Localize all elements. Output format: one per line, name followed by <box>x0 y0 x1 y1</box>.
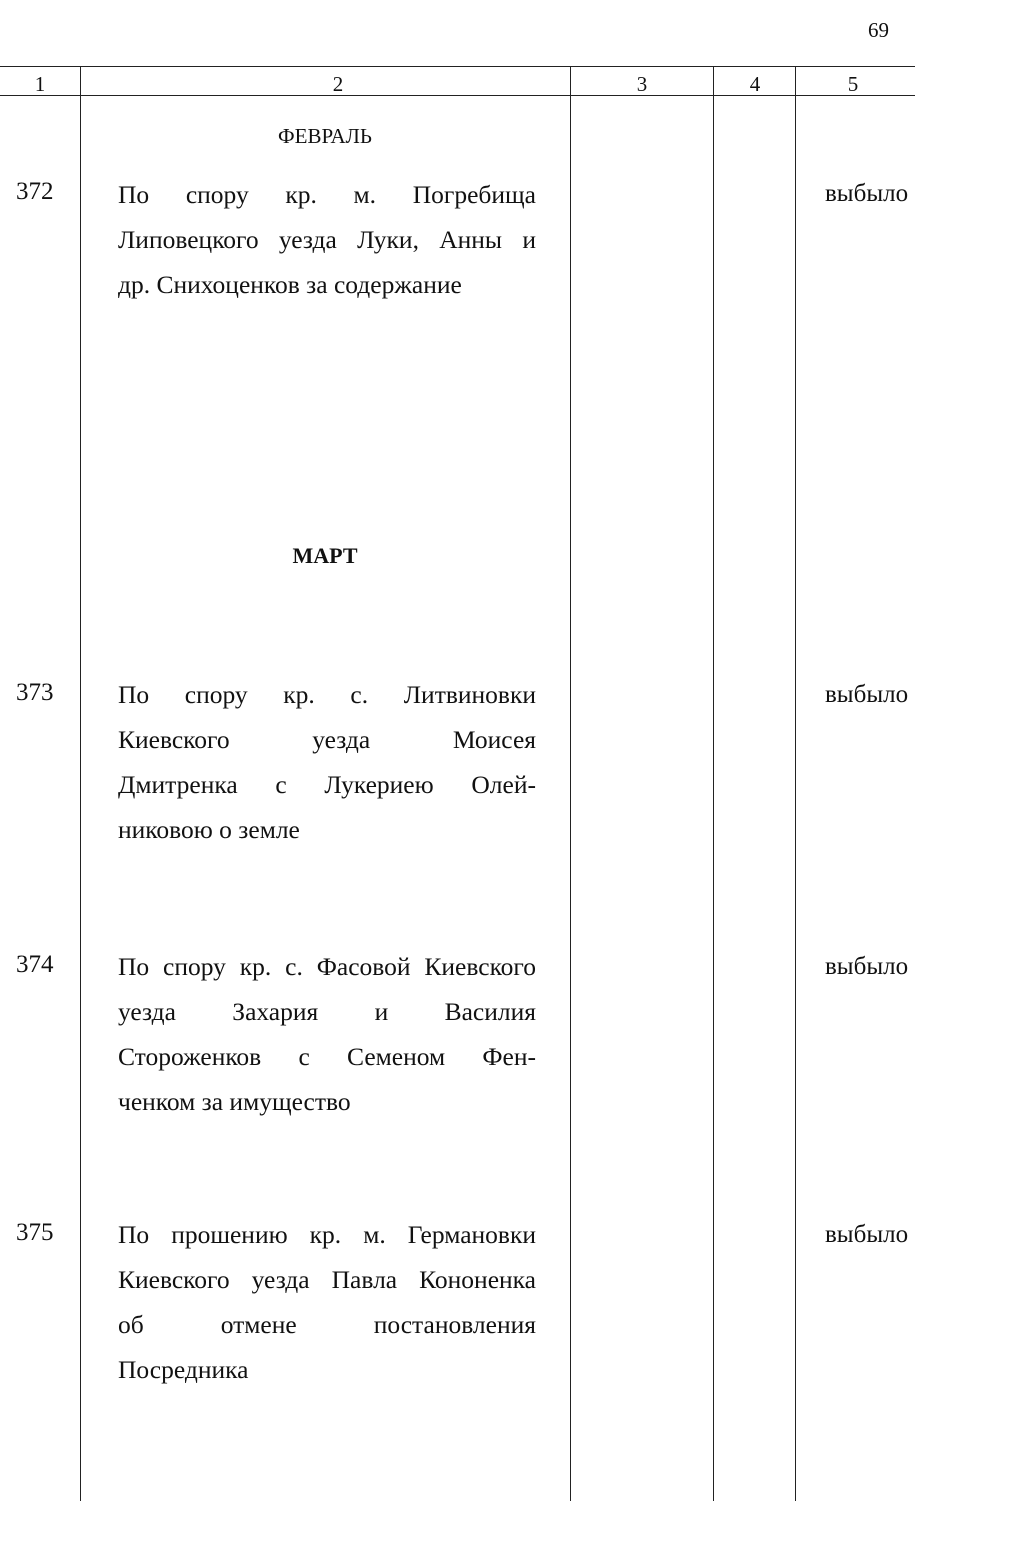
text-line: ченком за имущество <box>118 1087 351 1116</box>
text-line: По спору кр. с. Фасовой Киевского <box>118 952 536 981</box>
column-divider <box>80 66 81 1501</box>
header-bottom-rule <box>0 95 915 96</box>
text-line: никовою о земле <box>118 815 300 844</box>
text-line: По спору кр. м. Погребища <box>118 180 536 209</box>
page-number: 69 <box>868 18 889 42</box>
text-line: Липовецкого уезда Луки, Анны и <box>118 225 536 254</box>
text-line: уезда Захария и Василия <box>118 997 536 1026</box>
column-header-2: 2 <box>332 72 344 96</box>
entry-number: 374 <box>16 951 54 978</box>
text-line: По спору кр. с. Литвиновки <box>118 680 536 709</box>
entry-description: По спору кр. с. Литвиновки Киевского уез… <box>118 672 536 852</box>
text-line: По прошению кр. м. Германовки <box>118 1220 536 1249</box>
text-line: Стороженков с Семеном Фен- <box>118 1042 536 1071</box>
text-line: др. Снихоценков за содержание <box>118 270 462 299</box>
text-line: об отмене постановления <box>118 1310 536 1339</box>
entry-number: 375 <box>16 1219 54 1246</box>
entry-number: 373 <box>16 679 54 706</box>
column-header-4: 4 <box>749 72 761 96</box>
entry-number: 372 <box>16 178 54 205</box>
entry-description: По прошению кр. м. Германовки Киевского … <box>118 1212 536 1392</box>
column-divider <box>570 66 571 1501</box>
column-divider <box>713 66 714 1501</box>
column-divider <box>795 66 796 1501</box>
entry-description: По спору кр. м. Погребища Липовецкого уе… <box>118 172 536 307</box>
month-heading-march: МАРТ <box>292 543 358 568</box>
table-top-rule <box>0 66 915 67</box>
column-header-5: 5 <box>847 72 859 96</box>
entry-status: выбыло <box>825 681 909 708</box>
entry-status: выбыло <box>825 953 909 980</box>
entry-status: выбыло <box>825 180 909 207</box>
entry-status: выбыло <box>825 1221 909 1248</box>
text-line: Киевского уезда Моисея <box>118 725 536 754</box>
month-heading-february: ФЕВРАЛЬ <box>278 124 372 148</box>
entry-description: По спору кр. с. Фасовой Киевского уезда … <box>118 944 536 1124</box>
column-header-3: 3 <box>636 72 648 96</box>
column-header-1: 1 <box>34 72 46 96</box>
text-line: Посредника <box>118 1355 249 1384</box>
text-line: Киевского уезда Павла Кононенка <box>118 1265 536 1294</box>
text-line: Дмитренка с Лукериею Олей- <box>118 770 536 799</box>
